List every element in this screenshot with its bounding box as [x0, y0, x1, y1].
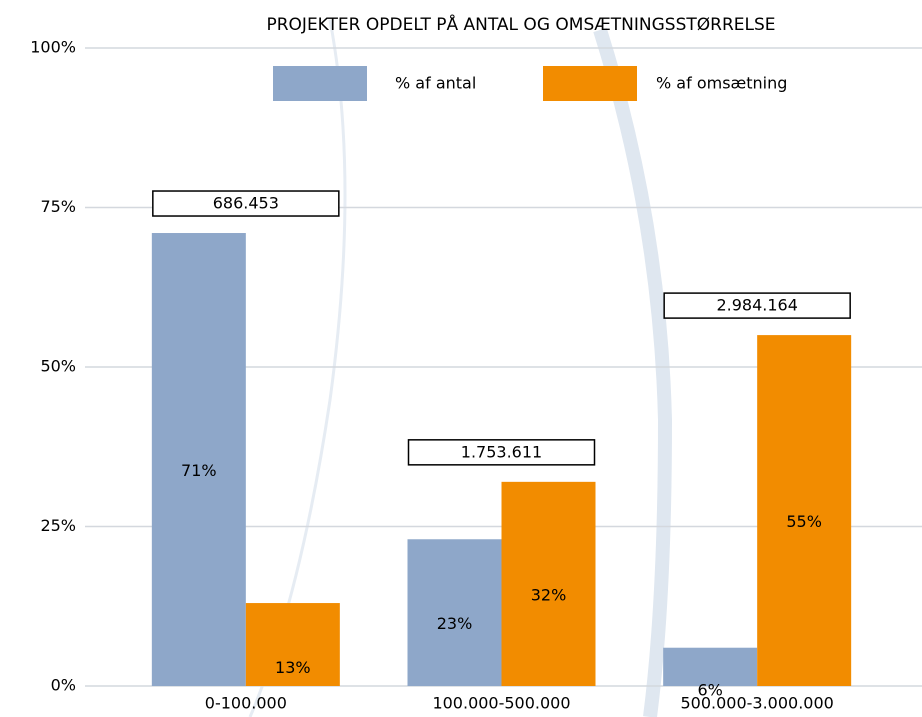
- bar: [245, 603, 340, 686]
- legend-label: % af omsætning: [656, 74, 787, 93]
- annotation: 1.753.611: [461, 442, 542, 461]
- x-tick-label: 0-100.000: [205, 694, 287, 713]
- data-label: 23%: [437, 614, 473, 633]
- y-tick-label: 0%: [51, 676, 76, 695]
- chart-title: PROJEKTER OPDELT PÅ ANTAL OG OMSÆTNINGSS…: [266, 13, 775, 35]
- data-label: 32%: [531, 585, 567, 604]
- bar: [663, 647, 758, 686]
- data-label: 13%: [275, 658, 311, 677]
- data-label: 55%: [786, 512, 822, 531]
- legend-swatch: [273, 66, 367, 101]
- legend-label: % af antal: [395, 74, 476, 93]
- data-label: 71%: [181, 461, 217, 480]
- bar: [501, 481, 596, 686]
- bar: [407, 539, 502, 686]
- annotation-box: [407, 439, 596, 466]
- annotation-box: [663, 292, 851, 319]
- legend-swatch: [543, 66, 637, 101]
- y-tick-label: 25%: [40, 516, 76, 535]
- x-tick-label: 500.000-3.000.000: [680, 694, 833, 713]
- y-tick-label: 50%: [40, 357, 76, 376]
- y-tick-label: 100%: [30, 38, 76, 57]
- y-tick-label: 75%: [40, 197, 76, 216]
- x-tick-label: 100.000-500.000: [432, 694, 570, 713]
- bar: [757, 335, 852, 686]
- annotation: 2.984.164: [716, 296, 797, 315]
- annotation: 686.453: [213, 194, 279, 213]
- bar: [151, 233, 246, 686]
- data-label: 6%: [697, 680, 722, 699]
- annotation-box: [152, 190, 340, 217]
- decor-arc: [593, 27, 673, 717]
